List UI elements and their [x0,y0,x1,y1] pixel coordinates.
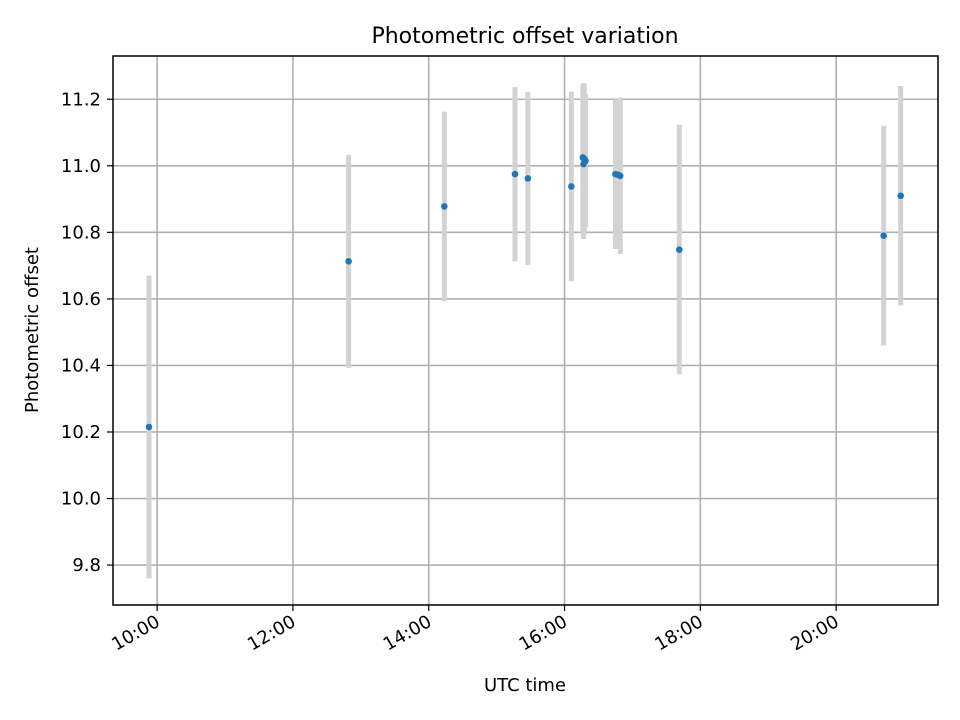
y-tick-label: 11.0 [61,156,101,177]
data-point [897,192,904,200]
data-points [145,154,904,431]
data-point [524,175,532,182]
y-tick-label: 10.8 [61,222,101,243]
y-tick-label: 10.4 [61,355,101,376]
data-point [880,232,887,239]
y-tick-label: 10.0 [61,489,101,510]
data-point [675,246,683,253]
x-axis-label: UTC time [484,675,566,696]
y-tick-label: 11.2 [61,89,101,110]
y-tick-label: 10.6 [61,289,101,310]
data-point [511,170,519,178]
data-point [441,203,448,210]
chart-title: Photometric offset variation [371,24,678,49]
data-point [582,157,589,165]
y-tick-label: 9.8 [72,555,101,576]
y-axis-label: Photometric offset [22,247,43,413]
data-point [614,171,622,179]
data-point [345,257,352,265]
data-point [145,423,153,431]
plot-frame [112,55,939,606]
data-point [568,183,575,190]
y-tick-label: 10.2 [61,422,101,443]
